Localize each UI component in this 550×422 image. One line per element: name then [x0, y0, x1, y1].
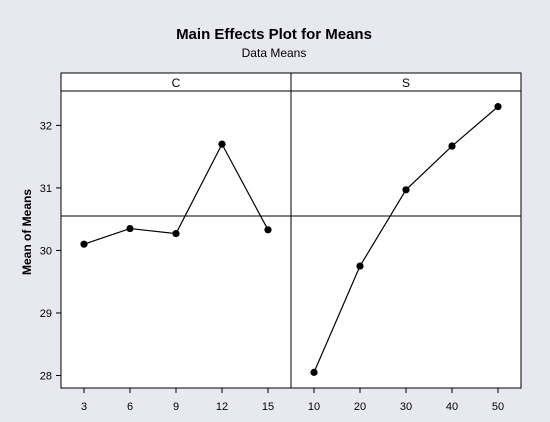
data-point-S [448, 142, 456, 150]
x-tick-label: 20 [354, 401, 366, 413]
panel-plot-bg-S [291, 91, 521, 388]
y-tick-label: 30 [40, 245, 52, 257]
panel-plot-bg-C [61, 91, 291, 388]
x-tick-label: 9 [173, 401, 179, 413]
x-tick-label: 30 [400, 401, 412, 413]
panel-label-C: C [172, 76, 181, 90]
x-tick-label: 6 [127, 401, 133, 413]
plot-area: 28 29 30 31 32 C 3 6 9 12 15 S 10 20 30 40 50 [40, 72, 522, 413]
data-point-S [402, 186, 410, 194]
y-tick-label: 28 [40, 370, 52, 382]
data-point-S [494, 103, 502, 111]
x-tick-label: 15 [262, 401, 274, 413]
panel-header-S [291, 73, 521, 91]
x-tick-label: 50 [492, 401, 504, 413]
x-tick-label: 40 [446, 401, 458, 413]
panel-label-S: S [402, 76, 410, 90]
data-point-S [310, 368, 318, 376]
data-point-C [80, 240, 88, 248]
x-tick-label: 3 [81, 401, 87, 413]
panel-header-C [61, 73, 291, 91]
y-tick-label: 31 [40, 183, 52, 195]
data-point-C [126, 224, 134, 233]
x-tick-label: 10 [308, 401, 320, 413]
y-tick-label: 32 [40, 120, 52, 132]
data-point-S [356, 262, 364, 270]
y-tick-label: 29 [40, 308, 52, 320]
data-point-C [264, 226, 272, 234]
y-axis-label: Mean of Means [20, 189, 34, 275]
data-point-C [172, 229, 180, 238]
data-point-C [218, 140, 226, 148]
chart-title: Main Effects Plot for Means [176, 26, 372, 43]
chart-subtitle: Data Means [242, 46, 307, 60]
x-tick-label: 12 [216, 401, 228, 413]
